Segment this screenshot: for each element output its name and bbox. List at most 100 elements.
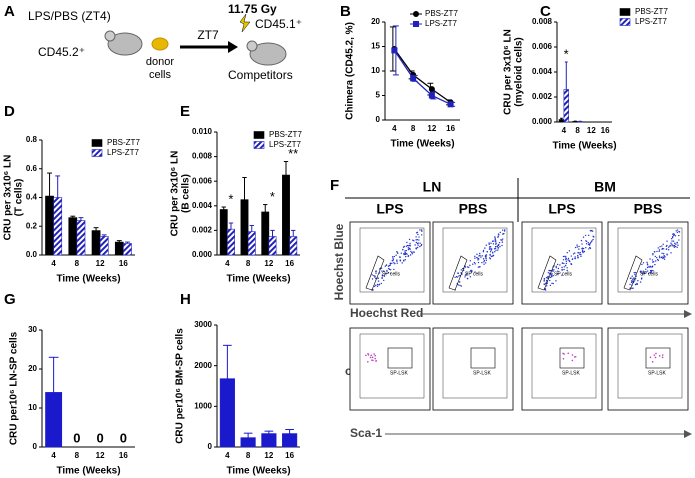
flow-dot (580, 239, 583, 242)
flow-dot (466, 272, 468, 274)
flow-dot (674, 245, 677, 248)
axis-label: Sca-1 (350, 426, 382, 440)
legend-swatch (253, 141, 265, 149)
flow-dot (374, 357, 377, 360)
flow-dot (371, 356, 374, 359)
flow-dot (652, 252, 654, 255)
flow-dot (501, 241, 504, 243)
flow-dot (494, 236, 496, 238)
flow-dot (403, 245, 405, 248)
y-tick-label: 0 (376, 115, 381, 124)
flow-dot (404, 259, 406, 261)
flow-dot (566, 269, 568, 272)
flow-dot (633, 271, 635, 274)
x-tick-label: 12 (96, 259, 105, 268)
flow-dot (646, 270, 649, 272)
flow-dot (408, 245, 410, 247)
flow-dot (567, 259, 569, 261)
flow-dot (470, 271, 473, 273)
flow-dot (670, 237, 673, 240)
bar (114, 241, 124, 256)
flow-dot (640, 272, 643, 274)
flow-dot (474, 257, 476, 259)
flow-dot (466, 278, 469, 280)
flow-dot (480, 256, 482, 258)
flow-dot (563, 255, 565, 258)
flow-dot (485, 244, 488, 246)
flow-dot (552, 282, 554, 285)
flow-dot (503, 232, 505, 235)
flow-dot (497, 235, 499, 238)
flow-dot (375, 272, 377, 274)
flow-dot (459, 284, 461, 287)
flow-dot (634, 273, 636, 276)
flow-dot (402, 259, 405, 262)
y-tick-label: 0.4 (26, 193, 38, 202)
flow-dot (478, 258, 480, 260)
flow-dot (563, 266, 565, 268)
flow-dot (372, 289, 374, 291)
flow-dot (649, 271, 652, 274)
flow-dot (656, 250, 658, 253)
flow-dot (485, 254, 488, 256)
flow-dot (557, 267, 560, 270)
flow-dot (370, 354, 373, 357)
gate-label: SP cells (382, 271, 400, 277)
flow-dot (468, 266, 470, 268)
flow-dot (647, 272, 650, 275)
flow-dot (495, 242, 497, 244)
flow-dot (634, 271, 637, 274)
flow-dot (419, 245, 421, 248)
y-tick-label: 0.004 (532, 67, 553, 76)
panel-label: G (4, 291, 16, 308)
plot-area (442, 227, 508, 293)
flow-dot (631, 275, 633, 277)
flow-dot (544, 289, 547, 291)
flow-dot (552, 274, 554, 277)
bar (240, 437, 256, 448)
flow-dot (497, 244, 499, 247)
flow-dot (567, 257, 570, 260)
flow-dot (630, 277, 632, 279)
flow-dot (457, 284, 459, 286)
flow-dot (671, 243, 673, 246)
flow-dot (404, 255, 407, 258)
value-label: 0 (73, 430, 80, 445)
x-tick-label: 16 (285, 451, 294, 460)
x-tick-label: 12 (264, 451, 273, 460)
y-tick-label: 10 (371, 66, 380, 75)
marker (447, 101, 454, 108)
flow-dot (380, 267, 383, 269)
flow-dot (641, 263, 643, 266)
flow-dot (387, 272, 390, 274)
flow-dot (391, 256, 394, 258)
flow-dot (655, 260, 657, 262)
flow-dot (562, 357, 565, 360)
flow-dot (670, 252, 672, 254)
y-tick-label: 0.000 (532, 117, 553, 126)
plot-frame (607, 221, 689, 305)
flow-dot (484, 255, 487, 257)
x-tick-label: 4 (51, 451, 56, 460)
flow-dot (419, 242, 421, 244)
x-tick-label: 12 (427, 124, 436, 133)
flow-dot (420, 229, 423, 231)
plot-area (359, 227, 425, 293)
flow-dot (563, 262, 565, 265)
flow-dot (663, 255, 665, 257)
legend-label: PBS-ZT7 (635, 7, 668, 16)
gate (645, 347, 671, 369)
bar (563, 89, 569, 123)
legend-swatch (619, 18, 631, 26)
bar (99, 236, 109, 256)
flow-dot (578, 245, 580, 248)
flow-dot (457, 272, 460, 274)
flow-dot (375, 284, 377, 286)
flow-dot (377, 277, 379, 279)
flow-dot (418, 236, 420, 238)
gate (387, 347, 413, 369)
plot-area (442, 333, 508, 399)
mouse-ear (246, 40, 258, 52)
legend-label: PBS-ZT7 (107, 138, 140, 147)
gate (470, 347, 496, 369)
